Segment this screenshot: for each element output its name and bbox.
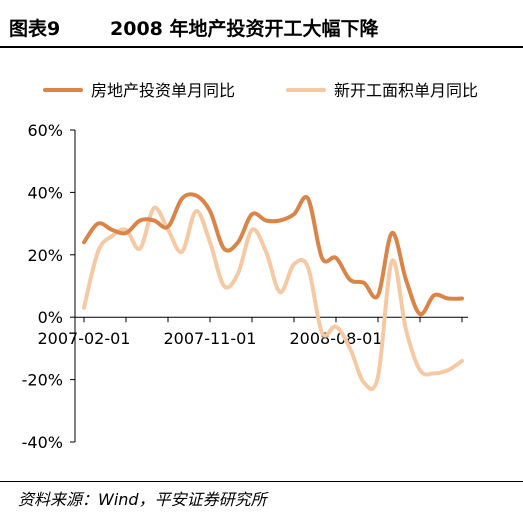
legend-label-2: 新开工面积单月同比 bbox=[334, 81, 478, 100]
footer-rule bbox=[0, 481, 523, 482]
legend-label-1: 房地产投资单月同比 bbox=[91, 81, 235, 100]
y-tick-label: -40% bbox=[22, 433, 63, 452]
figure-number: 图表9 bbox=[9, 18, 61, 40]
y-tick-label: 60% bbox=[27, 121, 63, 140]
x-tick-label: 2007-11-01 bbox=[164, 329, 257, 348]
y-tick-label: -20% bbox=[22, 371, 63, 390]
header-rule bbox=[0, 46, 523, 48]
x-tick-label: 2007-02-01 bbox=[38, 329, 131, 348]
x-tick-label: 2008-08-01 bbox=[290, 329, 383, 348]
y-tick-label: 20% bbox=[27, 246, 63, 265]
source-note: 资料来源：Wind，平安证券研究所 bbox=[18, 490, 267, 509]
figure-title: 2008 年地产投资开工大幅下降 bbox=[110, 18, 379, 40]
line-chart: 房地产投资单月同比 新开工面积单月同比 -40% -20% 0% 20% 40% 60% 200… bbox=[22, 81, 478, 452]
series-line-2 bbox=[82, 205, 464, 391]
series-line-1 bbox=[82, 192, 464, 317]
y-tick-label: 40% bbox=[27, 183, 63, 202]
y-tick-label: 0% bbox=[38, 308, 63, 327]
figure-header: 图表9 2008 年地产投资开工大幅下降 bbox=[0, 0, 523, 48]
